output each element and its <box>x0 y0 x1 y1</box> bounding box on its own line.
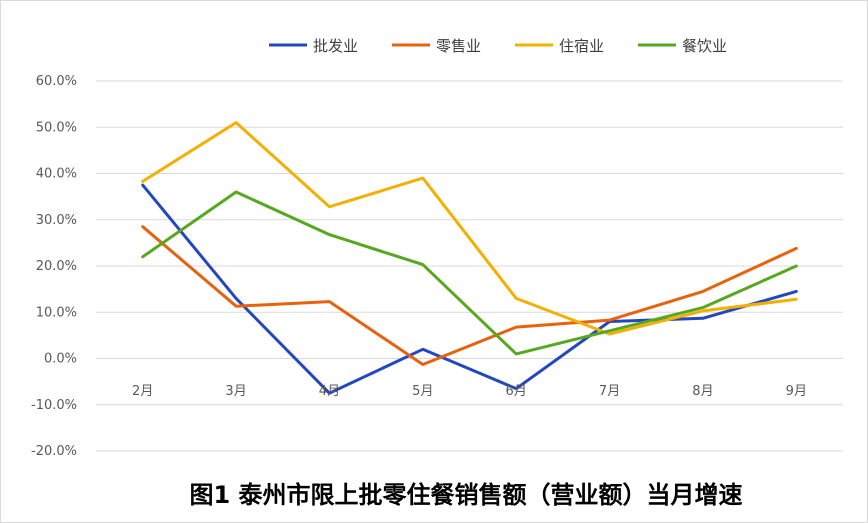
series-line-0 <box>141 183 798 395</box>
x-tick-label: 7月 <box>599 384 620 399</box>
x-axis-labels: 2月 3月 4月 5月 6月 7月 8月 9月 <box>132 384 807 399</box>
x-tick-label: 2月 <box>132 384 153 399</box>
legend-label-0: 批发业 <box>313 37 358 55</box>
y-tick-label: 40.0% <box>36 167 77 182</box>
legend: 批发业 零售业 住宿业 餐饮业 <box>269 37 727 55</box>
x-tick-label: 8月 <box>692 384 713 399</box>
y-tick-label: 10.0% <box>36 305 77 320</box>
legend-label-2: 住宿业 <box>559 37 604 55</box>
y-tick-label: -10.0% <box>31 398 77 413</box>
chart-title: 图1 泰州市限上批零住餐销售额（营业额）当月增速 <box>189 481 742 509</box>
y-axis-labels: 60.0% 50.0% 40.0% 30.0% 20.0% 10.0% 0.0% -10.0%… <box>31 74 77 459</box>
series-line-3 <box>141 190 798 356</box>
legend-label-1: 零售业 <box>436 37 481 55</box>
y-tick-label: 30.0% <box>36 213 77 228</box>
x-tick-label: 4月 <box>319 384 340 399</box>
y-tick-label: 50.0% <box>36 120 77 135</box>
x-tick-label: 6月 <box>506 384 527 399</box>
series-line-2 <box>141 121 798 336</box>
x-tick-label: 3月 <box>225 384 246 399</box>
x-tick-label: 5月 <box>412 384 433 399</box>
y-tick-label: -20.0% <box>31 444 77 459</box>
series-line-1 <box>141 225 798 366</box>
gridlines <box>96 80 843 452</box>
y-tick-label: 60.0% <box>36 74 77 89</box>
x-tick-label: 9月 <box>786 384 807 399</box>
y-tick-label: 0.0% <box>44 352 77 367</box>
series-lines <box>141 121 798 395</box>
y-tick-label: 20.0% <box>36 259 77 274</box>
legend-label-3: 餐饮业 <box>682 37 727 55</box>
